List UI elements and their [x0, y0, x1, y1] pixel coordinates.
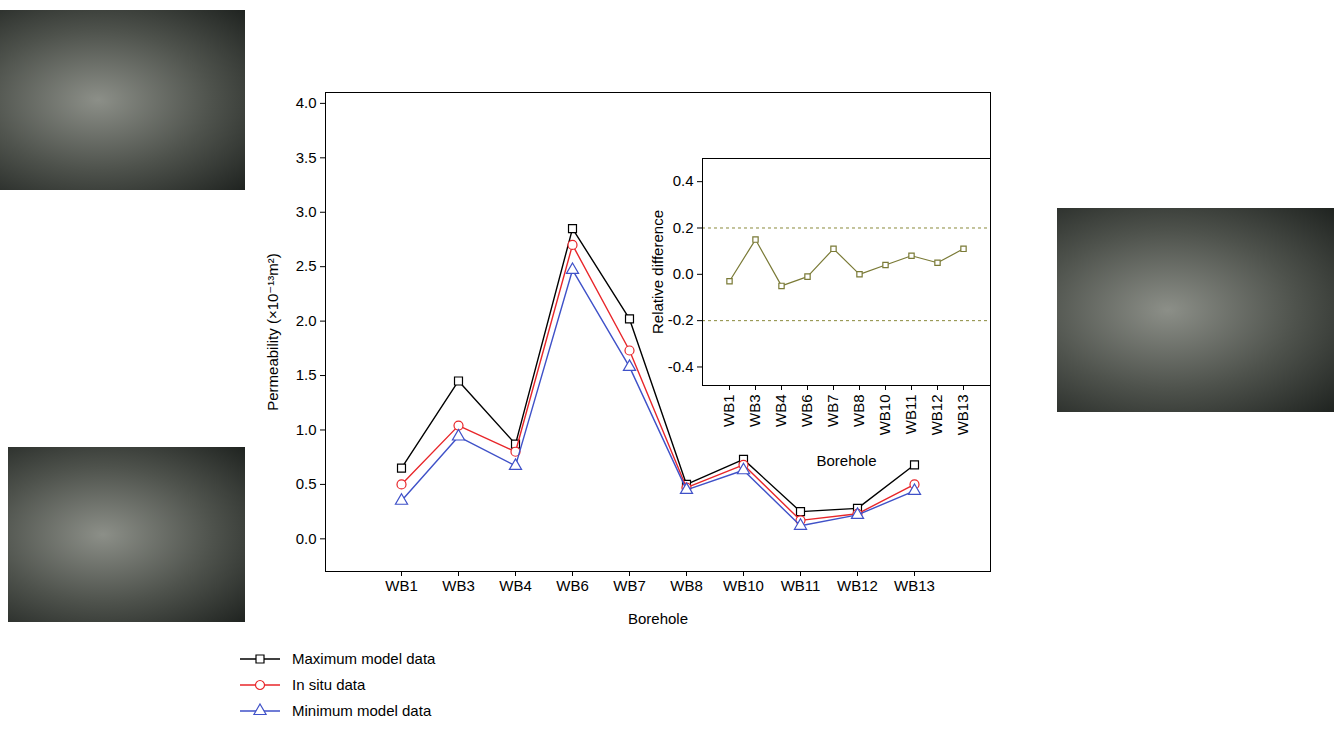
svg-text:WB6: WB6 [798, 395, 815, 428]
svg-text:0.5: 0.5 [296, 475, 317, 492]
svg-text:WB8: WB8 [850, 395, 867, 428]
svg-text:WB8: WB8 [670, 577, 703, 594]
svg-text:WB7: WB7 [824, 395, 841, 428]
svg-text:1.0: 1.0 [296, 421, 317, 438]
svg-text:3.0: 3.0 [296, 203, 317, 220]
svg-text:Maximum model data: Maximum model data [292, 650, 436, 667]
svg-text:WB13: WB13 [954, 395, 971, 436]
svg-text:Minimum model data: Minimum model data [292, 702, 432, 719]
svg-text:1.5: 1.5 [296, 366, 317, 383]
svg-text:Relative difference: Relative difference [649, 210, 666, 334]
svg-text:-0.2: -0.2 [668, 311, 694, 328]
svg-text:-0.4: -0.4 [668, 358, 694, 375]
svg-text:Borehole: Borehole [628, 610, 688, 627]
svg-text:WB13: WB13 [894, 577, 935, 594]
svg-text:0.4: 0.4 [673, 172, 694, 189]
svg-text:Borehole: Borehole [816, 452, 876, 469]
svg-text:WB4: WB4 [499, 577, 532, 594]
svg-text:3.5: 3.5 [296, 149, 317, 166]
svg-text:WB3: WB3 [746, 395, 763, 428]
svg-text:WB1: WB1 [720, 395, 737, 428]
svg-text:WB3: WB3 [442, 577, 475, 594]
svg-text:Permeability (×10⁻¹³m²): Permeability (×10⁻¹³m²) [264, 253, 281, 411]
svg-text:WB12: WB12 [837, 577, 878, 594]
svg-text:In situ data: In situ data [292, 676, 366, 693]
svg-text:WB1: WB1 [385, 577, 418, 594]
svg-text:WB11: WB11 [902, 395, 919, 435]
svg-text:WB6: WB6 [556, 577, 589, 594]
svg-text:WB10: WB10 [723, 577, 764, 594]
svg-text:0.0: 0.0 [673, 265, 694, 282]
svg-text:WB4: WB4 [772, 395, 789, 428]
svg-text:0.2: 0.2 [673, 219, 694, 236]
svg-text:2.0: 2.0 [296, 312, 317, 329]
svg-text:WB10: WB10 [876, 395, 893, 436]
svg-text:2.5: 2.5 [296, 257, 317, 274]
svg-text:WB7: WB7 [613, 577, 646, 594]
svg-text:WB12: WB12 [928, 395, 945, 436]
svg-text:WB11: WB11 [781, 577, 821, 594]
svg-text:4.0: 4.0 [296, 94, 317, 111]
svg-text:0.0: 0.0 [296, 530, 317, 547]
